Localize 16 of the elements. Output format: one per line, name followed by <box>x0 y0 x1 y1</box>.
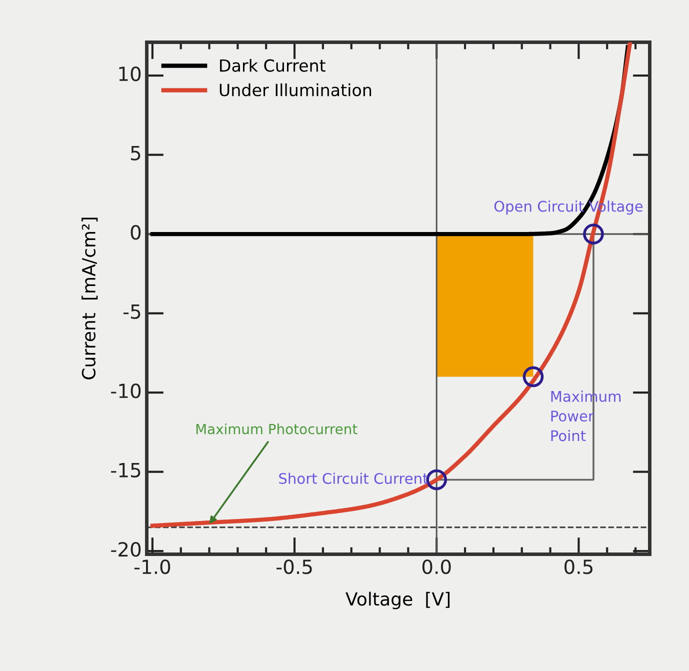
y-tick-label: -10 <box>111 384 141 398</box>
legend-label: Dark Current <box>220 58 326 72</box>
x-tick-label: -1.0 <box>134 559 170 574</box>
x-axis-title: Voltage [V] <box>346 592 450 610</box>
y-tick-label: 10 <box>119 66 141 82</box>
y-axis-title: Current [mA/cm²] <box>82 218 98 380</box>
y-tick-label: 0 <box>130 225 141 240</box>
legend-label: Under Illumination <box>220 83 372 96</box>
x-tick-label: 0.0 <box>422 559 451 574</box>
annotation: Maximum Photocurrent <box>196 424 358 434</box>
y-tick-label: -5 <box>123 304 140 319</box>
y-tick-label: -15 <box>111 463 140 478</box>
y-tick-label: 5 <box>131 146 140 160</box>
y-tick-label: -20 <box>111 542 141 557</box>
x-tick-label: 0.5 <box>564 559 592 574</box>
x-tick-label: -0.5 <box>276 559 312 574</box>
